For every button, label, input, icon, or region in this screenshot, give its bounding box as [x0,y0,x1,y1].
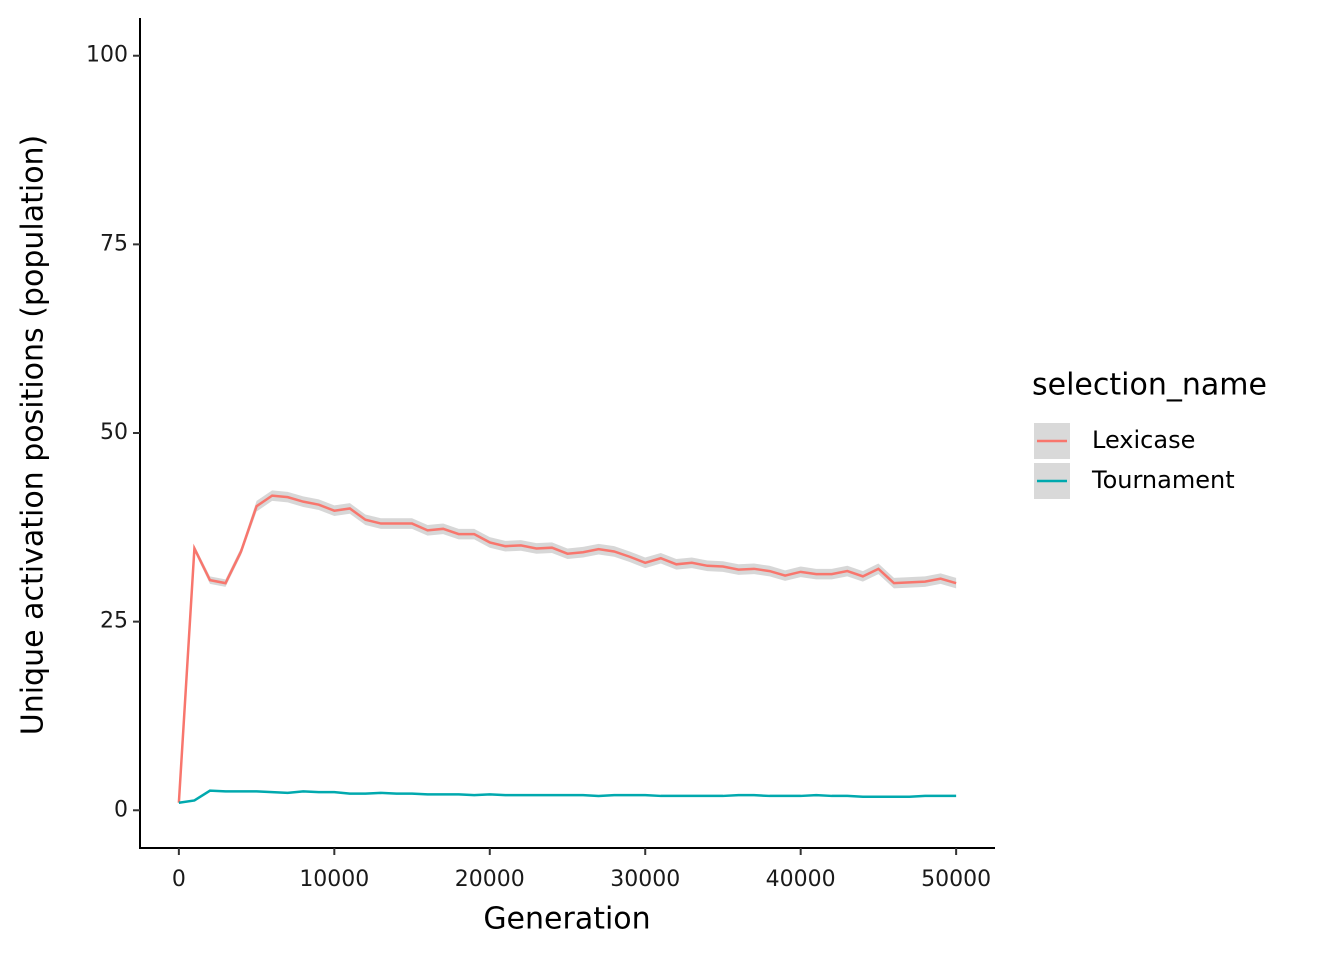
confidence-band [178,490,957,804]
x-tick-label: 40000 [766,867,836,892]
y-axis-title: Unique activation positions (population) [16,135,51,736]
series-line [177,494,957,803]
legend-label: Lexicase [1092,426,1195,454]
legend-title: selection_name [1032,368,1267,403]
series-line [178,789,957,804]
y-tick-label: 0 [114,797,128,822]
x-tick-label: 0 [172,867,186,892]
y-tick-label: 25 [100,609,128,634]
legend-label: Tournament [1091,466,1235,494]
x-tick-label: 20000 [455,867,525,892]
x-tick-label: 50000 [921,867,991,892]
x-tick-label: 30000 [610,867,680,892]
x-tick-label: 10000 [299,867,369,892]
x-axis-title: Generation [483,902,650,937]
y-tick-label: 100 [86,43,128,68]
y-tick-label: 75 [100,231,128,256]
y-tick-label: 50 [100,420,128,445]
